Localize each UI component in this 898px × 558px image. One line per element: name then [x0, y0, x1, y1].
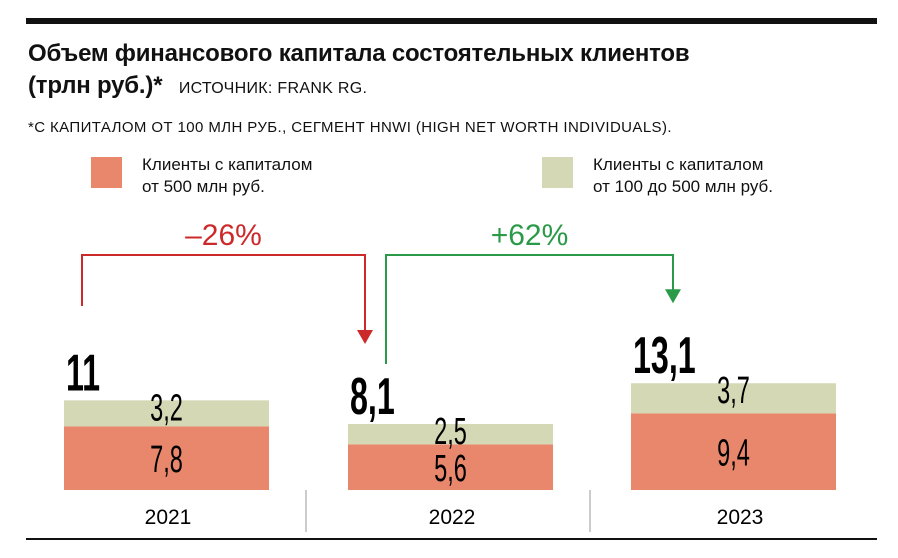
legend-swatch-100-500	[542, 157, 573, 188]
legend-label-line-2: от 100 до 500 млн руб.	[593, 177, 773, 196]
total-label-2023: 13,1	[633, 328, 696, 386]
change-label-1: +62%	[491, 219, 569, 252]
value-label-100-500-2022: 2,5	[434, 409, 467, 452]
footnote: *С КАПИТАЛОМ ОТ 100 МЛН РУБ., СЕГМЕНТ HN…	[28, 119, 672, 136]
top-rule	[26, 18, 877, 24]
bar-over-500-2023	[631, 413, 836, 490]
value-label-over-500-2022: 5,6	[434, 446, 467, 489]
legend-label-line-2: от 500 млн руб.	[142, 177, 265, 196]
bar-100-500-2021	[64, 400, 269, 427]
change-label-0: –26%	[185, 219, 262, 252]
value-label-100-500-2021: 3,2	[150, 385, 183, 428]
bar-over-500-2022	[348, 444, 553, 490]
title-line-2: (трлн руб.)*	[28, 72, 163, 99]
year-label-2022: 2022	[429, 506, 476, 529]
change-arrow-line-0	[81, 254, 366, 332]
legend-item-over-500: Клиенты с капиталом от 500 млн руб.	[91, 154, 402, 198]
legend-swatch-over-500	[91, 157, 122, 188]
chart-title: Объем финансового капитала состоятельных…	[28, 38, 868, 105]
value-label-over-500-2021: 7,8	[150, 437, 183, 480]
value-label-100-500-2023: 3,7	[717, 368, 750, 411]
bar-100-500-2023	[631, 383, 836, 414]
year-label-2021: 2021	[145, 506, 192, 529]
bar-100-500-2022	[348, 423, 553, 445]
year-label-2023: 2023	[717, 506, 764, 529]
total-label-2021: 11	[66, 345, 100, 403]
legend-label-line-1: Клиенты с капиталом	[593, 155, 764, 174]
source-label: ИСТОЧНИК: FRANK RG.	[178, 80, 368, 97]
value-label-over-500-2023: 9,4	[717, 431, 750, 474]
legend-item-100-500: Клиенты с капиталом от 100 до 500 млн ру…	[542, 154, 853, 198]
change-arrow-head-1	[665, 289, 681, 304]
legend-label-line-1: Клиенты с капиталом	[142, 155, 313, 174]
change-arrow-head-0	[357, 329, 373, 344]
title-line-1: Объем финансового капитала состоятельных…	[28, 40, 690, 67]
bar-over-500-2021	[64, 426, 269, 490]
change-arrow-line-1	[385, 254, 674, 364]
total-label-2022: 8,1	[350, 368, 395, 426]
